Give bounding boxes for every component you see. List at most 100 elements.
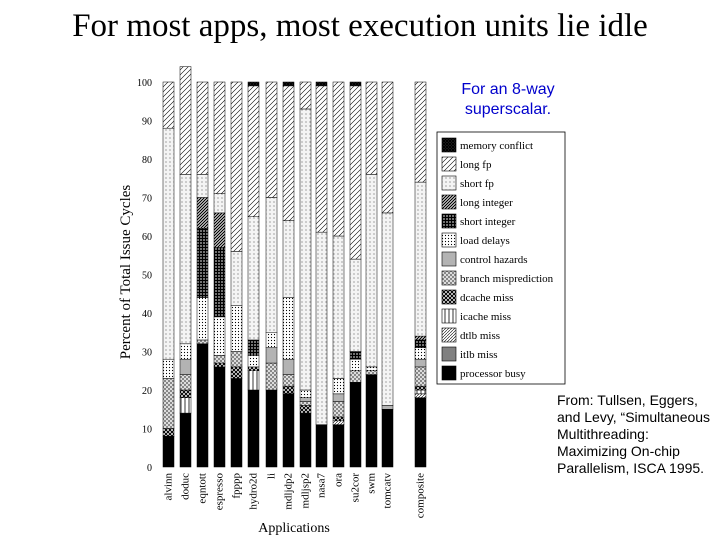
bar-segment-load-delays [213,316,226,356]
bar-segment-branch-misprediction [179,374,192,391]
bar-segment-branch-misprediction [230,351,243,368]
bar-segment-memory-conflict [282,81,295,87]
legend-box [436,131,566,385]
bar-segment-load-delays [196,297,209,341]
slide-title: For most apps, most execution units lie … [72,8,648,44]
bar-segment-control-hazards [381,405,394,410]
bar-segment-processor-busy [230,378,243,468]
bar-segment-load-delays [162,358,175,379]
legend-swatch [441,365,457,381]
bar-segment-short-fp [299,108,312,391]
bar-segment-load-delays [230,305,243,352]
bar-segment-processor-busy [196,343,209,468]
bar-segment-dcache-miss [230,366,243,379]
bar-segment-short-integer [247,339,260,356]
bar-segment-long-fp [381,81,394,214]
x-tick-label: nasa7 [316,473,328,499]
bar-segment-short-fp [230,251,243,306]
legend-swatch [441,156,457,172]
bar-segment-branch-misprediction [162,378,175,429]
bar-segment-load-delays [332,378,345,395]
legend-label: processor busy [460,368,526,380]
bar-segment-long-integer [414,335,427,341]
y-tick-label: 30 [142,348,152,359]
legend-swatch [441,137,457,153]
bar-segment-control-hazards [332,393,345,402]
legend-swatch [441,346,457,362]
y-tick-label: 100 [137,78,152,89]
y-tick-label: 90 [142,117,152,128]
y-tick-label: 10 [142,425,152,436]
bar-segment-dtlb-miss [414,393,427,398]
bar-segment-short-fp [381,212,394,406]
bar-segment-branch-misprediction [414,366,427,387]
legend-label: control hazards [460,254,528,266]
bar-segment-long-fp [282,85,295,221]
bar-segment-load-delays [365,366,378,371]
bar-segment-memory-conflict [349,81,362,87]
x-tick-label: composite [415,473,427,518]
bar-segment-long-fp [247,85,260,217]
bar-segment-dcache-miss [213,362,226,368]
legend-label: long fp [460,159,492,171]
bar-segment-icache-miss [414,389,427,395]
bar-segment-dcache-miss [162,428,175,437]
legend-swatch [441,270,457,286]
x-tick-labels: alvinn doduc eqntott espresso fpppp hydro2d li… [163,473,427,519]
bar-segment-memory-conflict [315,81,328,87]
citation-text: From: Tullsen, Eggers, and Levy, “Simult… [557,392,711,476]
bar-segment-load-delays [414,347,427,360]
bar-segment-long-fp [349,85,362,260]
bar-segment-processor-busy [247,389,260,468]
bar-segment-control-hazards [179,358,192,375]
bar-segment-long-fp [162,81,175,129]
x-axis-label: Applications [258,521,330,536]
bar-segment-short-integer [196,228,209,298]
x-tick-label: espresso [214,473,226,511]
bar-segment-short-fp [365,174,378,368]
legend-swatch [441,251,457,267]
legend-label: branch misprediction [460,273,554,285]
bar-segment-dcache-miss [247,366,260,371]
bar-segment-load-delays [282,297,295,360]
bar-segment-long-fp [315,85,328,233]
bar-segment-processor-busy [162,435,175,468]
bar-segment-short-fp [315,231,328,425]
bar-segment-long-fp [332,81,345,237]
x-tick-label: doduc [180,473,192,500]
bar-segment-dcache-miss [414,385,427,391]
bar-segment-short-fp [213,193,226,214]
legend-label: itlb miss [460,349,498,361]
superscalar-annotation: For an 8-way superscalar. [461,81,555,118]
bar-segment-processor-busy [365,374,378,468]
bar-segment-long-fp [196,81,209,175]
bar-segment-branch-misprediction [365,370,378,375]
x-tick-label: eqntott [197,473,209,504]
legend-label: memory conflict [460,140,533,152]
x-tick-label: su2cor [350,473,362,503]
bar-segment-load-delays [265,332,278,348]
x-tick-label: hydro2d [248,473,260,510]
bar-segment-processor-busy [265,389,278,468]
bar-segment-load-delays [299,389,312,398]
y-tick-label: 80 [142,155,152,166]
bar-segment-dcache-miss [179,389,192,398]
y-tick-label: 20 [142,386,152,397]
legend-swatch [441,308,457,324]
bars-layer [162,66,427,468]
legend-label: icache miss [460,311,511,323]
legend-swatch [441,213,457,229]
bar-segment-short-fp [414,181,427,337]
bar-segment-load-delays [247,355,260,368]
bar-segment-short-fp [247,216,260,341]
bar-segment-short-fp [265,197,278,333]
bar-segment-control-hazards [282,358,295,375]
bar-segment-branch-misprediction [213,355,226,364]
legend-swatch [441,194,457,210]
bar-segment-branch-misprediction [332,401,345,418]
y-tick-label: 60 [142,232,152,243]
bar-segment-dtlb-miss [332,420,345,425]
bar-segment-short-fp [332,235,345,379]
bar-segment-icache-miss [179,397,192,414]
y-axis-label: Percent of Total Issue Cycles [118,185,134,360]
